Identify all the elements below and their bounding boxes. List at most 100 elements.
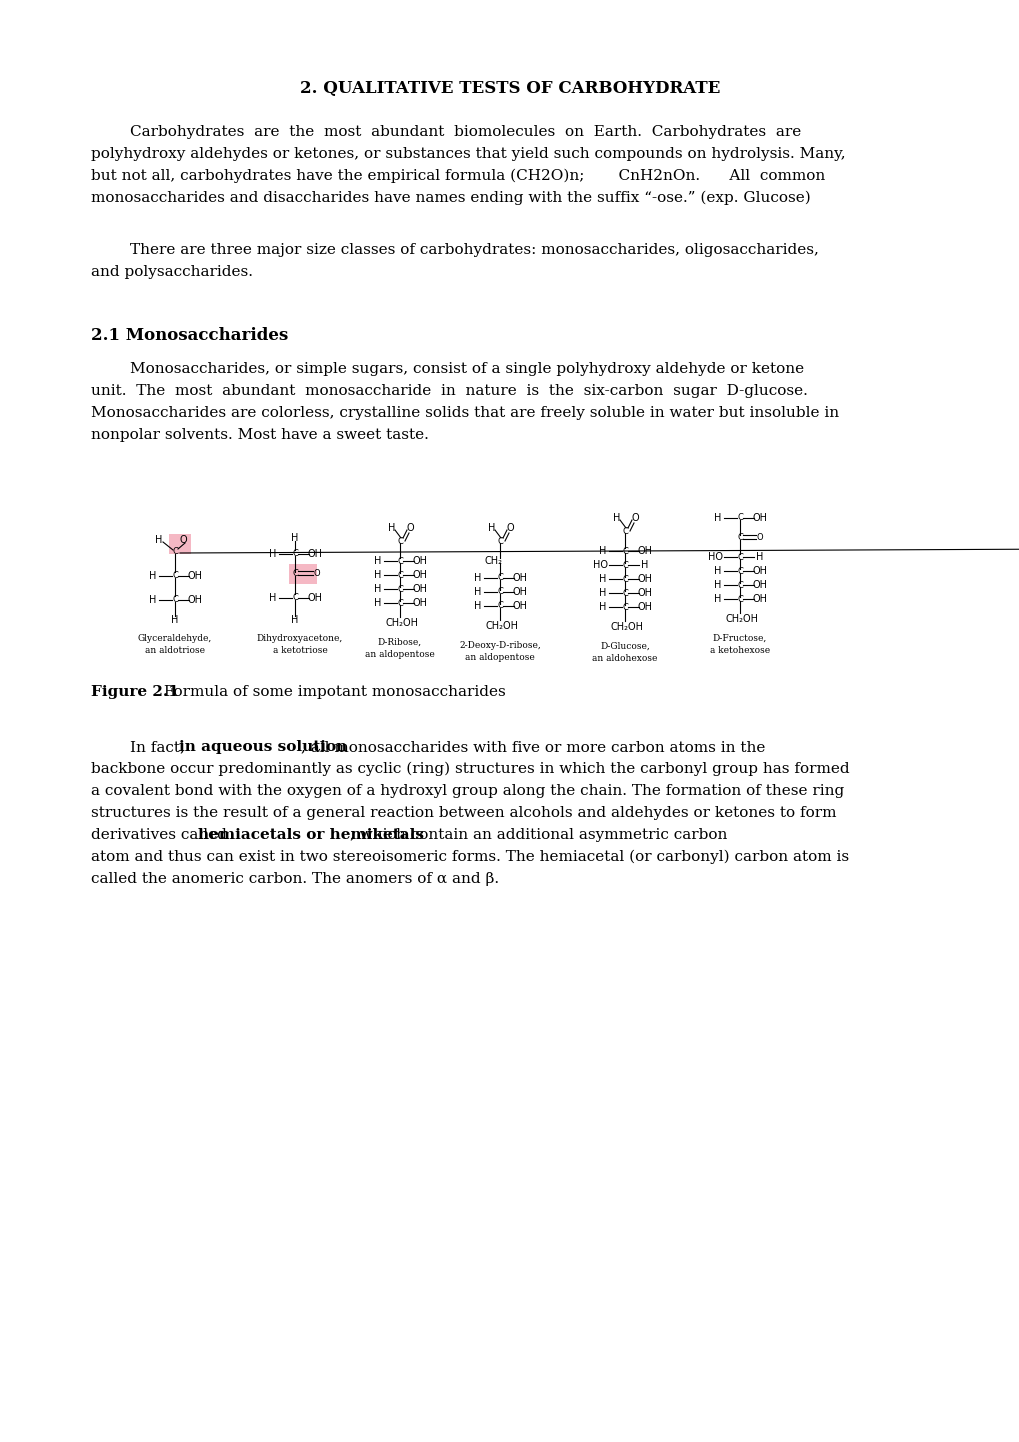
Text: backbone occur predominantly as cyclic (ring) structures in which the carbonyl g: backbone occur predominantly as cyclic (… bbox=[91, 761, 849, 776]
Text: H: H bbox=[599, 574, 606, 584]
Text: C: C bbox=[172, 571, 177, 581]
Text: an aldopentose: an aldopentose bbox=[365, 650, 434, 659]
Bar bbox=[288, 564, 317, 584]
Text: called the anomeric carbon. The anomers of α and β.: called the anomeric carbon. The anomers … bbox=[91, 872, 498, 885]
Text: H: H bbox=[713, 594, 721, 604]
Text: OH: OH bbox=[412, 557, 427, 567]
Text: CH₂: CH₂ bbox=[484, 557, 502, 567]
Text: Monosaccharides, or simple sugars, consist of a single polyhydroxy aldehyde or k: Monosaccharides, or simple sugars, consi… bbox=[91, 362, 803, 376]
Text: H: H bbox=[291, 614, 299, 624]
Text: HO: HO bbox=[593, 559, 608, 570]
Text: C: C bbox=[622, 603, 628, 611]
Text: H: H bbox=[269, 549, 276, 559]
Text: in aqueous solution: in aqueous solution bbox=[178, 740, 346, 754]
Text: H: H bbox=[599, 588, 606, 598]
Text: atom and thus can exist in two stereoisomeric forms. The hemiacetal (or carbonyl: atom and thus can exist in two stereoiso… bbox=[91, 849, 848, 864]
Text: an aldopentose: an aldopentose bbox=[465, 653, 534, 662]
Text: C: C bbox=[737, 581, 742, 590]
Text: H: H bbox=[149, 571, 157, 581]
Bar bbox=[169, 534, 191, 554]
Text: 2-Deoxy-D-ribose,: 2-Deoxy-D-ribose, bbox=[459, 642, 540, 650]
Text: OH: OH bbox=[412, 598, 427, 609]
Text: OH: OH bbox=[637, 588, 652, 598]
Text: H: H bbox=[641, 559, 648, 570]
Text: C: C bbox=[291, 570, 298, 578]
Text: Figure 2.1: Figure 2.1 bbox=[91, 685, 178, 699]
Text: , all monosaccharides with five or more carbon atoms in the: , all monosaccharides with five or more … bbox=[301, 740, 764, 754]
Text: Glyceraldehyde,: Glyceraldehyde, bbox=[138, 634, 212, 643]
Text: C: C bbox=[396, 584, 403, 594]
Text: O: O bbox=[406, 523, 414, 534]
Text: CH₂OH: CH₂OH bbox=[385, 619, 418, 629]
Text: H: H bbox=[713, 580, 721, 590]
Text: and polysaccharides.: and polysaccharides. bbox=[91, 265, 253, 278]
Text: an aldohexose: an aldohexose bbox=[592, 655, 657, 663]
Text: C: C bbox=[737, 534, 742, 542]
Text: Formula of some impotant monosaccharides: Formula of some impotant monosaccharides bbox=[159, 685, 505, 699]
Text: H: H bbox=[155, 535, 162, 545]
Text: OH: OH bbox=[187, 596, 203, 606]
Text: H: H bbox=[374, 557, 381, 567]
Text: O: O bbox=[631, 513, 638, 523]
Text: OH: OH bbox=[752, 594, 766, 604]
Text: CH₂OH: CH₂OH bbox=[725, 614, 758, 624]
Text: C: C bbox=[496, 574, 502, 583]
Text: a ketohexose: a ketohexose bbox=[709, 646, 769, 655]
Text: structures is the result of a general reaction between alcohols and aldehydes or: structures is the result of a general re… bbox=[91, 806, 836, 820]
Text: polyhydroxy aldehydes or ketones, or substances that yield such compounds on hyd: polyhydroxy aldehydes or ketones, or sub… bbox=[91, 147, 845, 162]
Text: O: O bbox=[314, 570, 320, 578]
Text: C: C bbox=[396, 557, 403, 565]
Text: OH: OH bbox=[512, 572, 527, 583]
Text: H: H bbox=[388, 523, 395, 534]
Text: C: C bbox=[291, 549, 298, 558]
Text: In fact,: In fact, bbox=[91, 740, 190, 754]
Text: an aldotriose: an aldotriose bbox=[145, 646, 205, 655]
Text: D-Glucose,: D-Glucose, bbox=[599, 642, 649, 650]
Text: H: H bbox=[374, 598, 381, 609]
Text: H: H bbox=[713, 513, 721, 523]
Text: OH: OH bbox=[187, 571, 203, 581]
Text: There are three major size classes of carbohydrates: monosaccharides, oligosacch: There are three major size classes of ca… bbox=[91, 244, 818, 257]
Text: H: H bbox=[599, 601, 606, 611]
Text: H: H bbox=[713, 567, 721, 575]
Text: C: C bbox=[737, 567, 742, 575]
Text: O: O bbox=[179, 535, 186, 545]
Text: Monosaccharides are colorless, crystalline solids that are freely soluble in wat: Monosaccharides are colorless, crystalli… bbox=[91, 407, 839, 420]
Text: OH: OH bbox=[512, 601, 527, 611]
Text: C: C bbox=[496, 536, 502, 545]
Text: C: C bbox=[622, 526, 628, 535]
Text: C: C bbox=[496, 587, 502, 597]
Text: 2.1 Monosaccharides: 2.1 Monosaccharides bbox=[91, 327, 288, 345]
Text: C: C bbox=[737, 513, 742, 522]
Text: a ketotriose: a ketotriose bbox=[272, 646, 327, 655]
Text: O: O bbox=[505, 523, 514, 534]
Text: OH: OH bbox=[307, 593, 322, 603]
Text: C: C bbox=[622, 574, 628, 584]
Text: OH: OH bbox=[307, 549, 322, 559]
Text: H: H bbox=[474, 587, 481, 597]
Text: H: H bbox=[374, 584, 381, 594]
Text: C: C bbox=[622, 547, 628, 555]
Text: H: H bbox=[171, 614, 178, 624]
Text: C: C bbox=[737, 552, 742, 561]
Text: H: H bbox=[599, 547, 606, 557]
Text: H: H bbox=[488, 523, 495, 534]
Text: C: C bbox=[291, 594, 298, 603]
Text: H: H bbox=[269, 593, 276, 603]
Text: H: H bbox=[755, 552, 763, 562]
Text: C: C bbox=[622, 588, 628, 597]
Text: OH: OH bbox=[752, 513, 766, 523]
Text: OH: OH bbox=[752, 580, 766, 590]
Text: H: H bbox=[474, 601, 481, 611]
Text: HO: HO bbox=[708, 552, 722, 562]
Text: C: C bbox=[172, 548, 177, 557]
Text: OH: OH bbox=[637, 574, 652, 584]
Text: C: C bbox=[396, 598, 403, 607]
Text: D-Fructose,: D-Fructose, bbox=[712, 634, 766, 643]
Text: H: H bbox=[149, 596, 157, 606]
Text: unit.  The  most  abundant  monosaccharide  in  nature  is  the  six-carbon  sug: unit. The most abundant monosaccharide i… bbox=[91, 384, 807, 398]
Text: H: H bbox=[291, 534, 299, 544]
Text: monosaccharides and disaccharides have names ending with the suffix “-ose.” (exp: monosaccharides and disaccharides have n… bbox=[91, 190, 810, 205]
Text: H: H bbox=[612, 513, 621, 523]
Text: OH: OH bbox=[637, 547, 652, 557]
